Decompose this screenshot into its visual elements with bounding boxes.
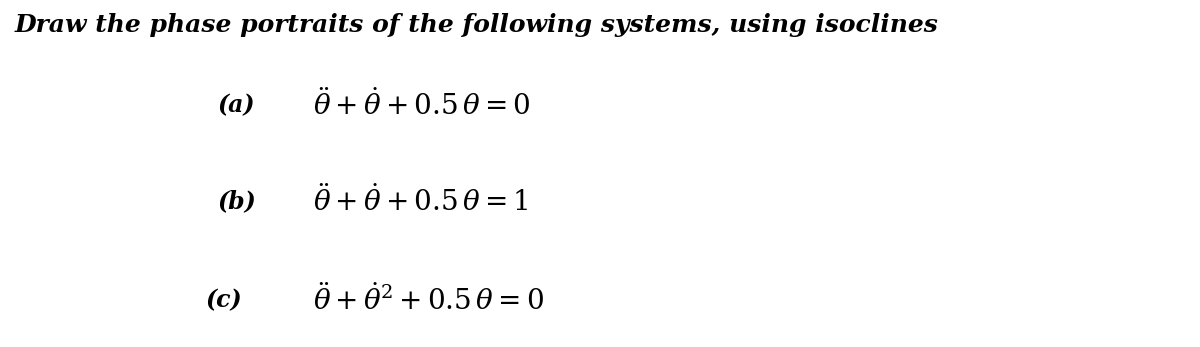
Text: (b): (b) (217, 189, 256, 213)
Text: $\ddot{\theta} + \dot{\theta} + 0.5\,\theta = 1$: $\ddot{\theta} + \dot{\theta} + 0.5\,\th… (312, 185, 528, 217)
Text: $\ddot{\theta} + \dot{\theta} + 0.5\,\theta = 0$: $\ddot{\theta} + \dot{\theta} + 0.5\,\th… (312, 90, 530, 121)
Text: (c): (c) (205, 288, 242, 312)
Text: (a): (a) (217, 93, 254, 117)
Text: $\ddot{\theta} + \dot{\theta}^2 + 0.5\,\theta = 0$: $\ddot{\theta} + \dot{\theta}^2 + 0.5\,\… (312, 284, 544, 315)
Text: Draw the phase portraits of the following systems, using isoclines: Draw the phase portraits of the followin… (14, 13, 938, 37)
